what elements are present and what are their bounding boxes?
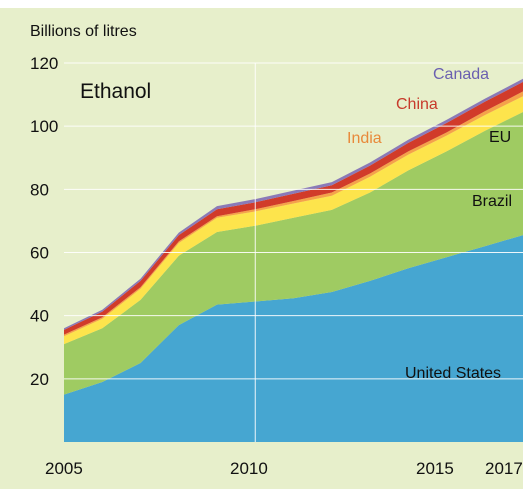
x-tick-labels: 2005 2010 2015 2017 bbox=[45, 459, 523, 478]
gridlines bbox=[64, 62, 523, 442]
area-layers bbox=[64, 78, 523, 442]
area-eu bbox=[64, 96, 523, 345]
x-tick-label: 2015 bbox=[416, 459, 454, 478]
x-tick-label: 2010 bbox=[230, 459, 268, 478]
y-tick-label: 120 bbox=[30, 54, 58, 73]
y-tick-label: 60 bbox=[30, 244, 49, 263]
y-axis-label: Billions of litres bbox=[30, 23, 137, 40]
series-label-india: India bbox=[347, 130, 382, 147]
chart-title: Ethanol bbox=[80, 80, 151, 103]
y-tick-label: 40 bbox=[30, 307, 49, 326]
series-labels: United States Brazil EU India China Canada bbox=[347, 66, 512, 382]
series-label-canada: Canada bbox=[433, 66, 489, 83]
area-united-states bbox=[64, 235, 523, 442]
x-tick-label: 2017 bbox=[485, 459, 523, 478]
series-label-united-states: United States bbox=[405, 365, 501, 382]
y-tick-labels: 20 40 60 80 100 120 bbox=[30, 54, 58, 389]
area-brazil bbox=[64, 112, 523, 395]
series-label-eu: EU bbox=[489, 129, 511, 146]
series-label-brazil: Brazil bbox=[472, 193, 512, 210]
area-china bbox=[64, 81, 523, 335]
y-tick-label: 20 bbox=[30, 370, 49, 389]
y-tick-label: 100 bbox=[30, 117, 58, 136]
series-label-china: China bbox=[396, 96, 438, 113]
area-india bbox=[64, 91, 523, 337]
y-tick-label: 80 bbox=[30, 180, 49, 199]
x-tick-label: 2005 bbox=[45, 459, 83, 478]
area-canada bbox=[64, 78, 523, 330]
